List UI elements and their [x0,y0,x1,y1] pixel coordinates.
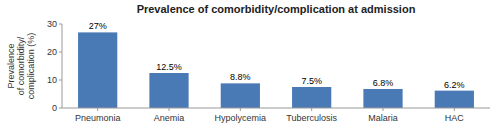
x-axis-line [62,108,490,109]
data-label: 7.5% [301,76,322,86]
x-tick-label: Pneumonia [75,113,121,123]
bar [292,87,331,108]
y-tick-label: 10 [47,75,57,85]
data-label: 6.8% [373,78,394,88]
bar [149,73,188,108]
x-tick-label: Tuberculosis [286,113,337,123]
bar [221,83,260,108]
y-axis-line [62,24,63,108]
bar [363,89,402,108]
chart-title: Prevalence of comorbidity/complication a… [137,3,416,15]
data-label: 6.2% [444,80,465,90]
x-tick-label: Anemia [154,113,185,123]
bar [435,91,474,108]
chart-container: Prevalence of comorbidity/complication a… [0,0,500,136]
y-axis-label: Prevalenceof comorbidity/complication (%… [6,33,36,100]
data-label: 12.5% [156,62,182,72]
x-tick-label: Hypolycemia [215,113,267,123]
chart-svg: Prevalence of comorbidity/complication a… [0,0,500,136]
y-tick-label: 30 [47,19,57,29]
y-axis-label-line: Prevalence [6,43,16,88]
y-tick-label: 0 [52,103,57,113]
data-label: 8.8% [230,72,251,82]
y-tick-label: 20 [47,47,57,57]
data-label: 27% [89,21,107,31]
y-axis-label-line: complication (%) [26,33,36,100]
x-tick-label: Malaria [368,113,398,123]
bar [78,32,117,108]
bars [78,32,474,108]
x-tick-label: HAC [445,113,465,123]
y-axis-label-line: of comorbidity/ [16,36,26,95]
